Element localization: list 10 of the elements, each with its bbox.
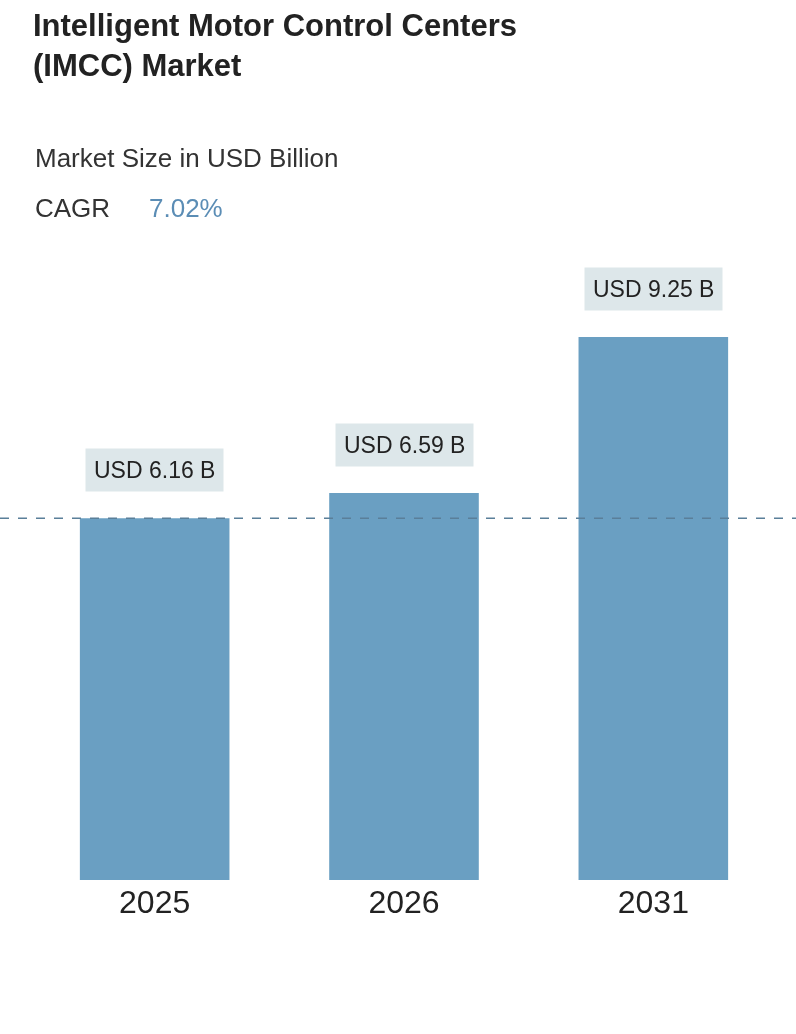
data-label: USD 6.16 B [94,457,216,483]
text: CAGR [35,193,111,223]
text: 7.02% [149,193,223,223]
x-tick-label: 2025 [119,884,191,920]
data-label: USD 6.59 B [344,432,466,458]
x-tick-label: 2031 [617,884,689,920]
chart-title: Intelligent Motor Control Centers (IMCC) Market [33,8,517,84]
x-tick-label: 2026 [368,884,440,920]
chart-subtitle: Market Size in USD Billion [35,143,339,173]
data-label: USD 9.25 B [593,276,715,302]
